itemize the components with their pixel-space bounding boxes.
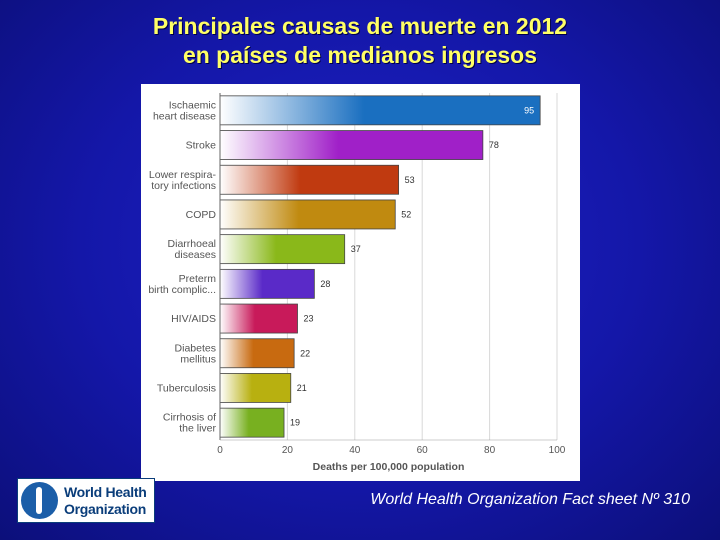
- category-label: Stroke: [186, 140, 217, 152]
- category-label: Preterm: [179, 273, 217, 285]
- category-label: HIV/AIDS: [171, 313, 216, 325]
- x-tick-label: 40: [349, 445, 361, 456]
- source-citation: World Health Organization Fact sheet Nº …: [370, 491, 690, 508]
- title-line-1: Principales causas de muerte en 2012: [152, 13, 568, 39]
- category-label: Cirrhosis of: [163, 412, 216, 424]
- category-label: birth complic...: [148, 284, 216, 296]
- data-label: 21: [297, 383, 307, 393]
- bar: [219, 234, 346, 265]
- category-label: heart disease: [153, 110, 216, 122]
- x-tick-label: 60: [417, 445, 429, 456]
- bar: [219, 303, 298, 334]
- page-title: Principales causas de muerte en 2012 en …: [0, 12, 720, 70]
- data-label: 52: [401, 209, 411, 219]
- x-axis-title: Deaths per 100,000 population: [313, 461, 465, 473]
- x-tick-label: 0: [217, 445, 223, 456]
- category-label: Diabetes: [175, 342, 216, 354]
- x-tick-label: 100: [549, 445, 566, 456]
- who-logo: World Health Organization: [17, 478, 155, 523]
- title-line-2: en países de medianos ingresos: [182, 42, 538, 68]
- category-label: Diarrhoeal: [168, 238, 216, 250]
- bar: [219, 95, 541, 126]
- bar: [219, 407, 285, 438]
- data-label: 28: [320, 279, 330, 289]
- data-label: 78: [489, 140, 499, 150]
- data-label: 95: [524, 105, 534, 115]
- bar: [219, 164, 400, 195]
- data-label: 37: [351, 244, 361, 254]
- chart-panel: 95 Ischaemic heart disease 78 Stroke 53 Lower …: [141, 84, 580, 481]
- data-label: 19: [290, 418, 300, 428]
- category-label: COPD: [186, 209, 217, 221]
- bar: [219, 338, 295, 369]
- bar: [219, 199, 396, 230]
- data-label: 53: [405, 175, 415, 185]
- logo-line-2: Organization: [64, 501, 146, 517]
- bar: [219, 130, 484, 160]
- data-label: 23: [304, 314, 314, 324]
- category-label: the liver: [179, 423, 216, 435]
- category-label: Ischaemic: [169, 99, 216, 111]
- who-emblem-icon: [21, 482, 58, 519]
- bar: [219, 373, 292, 403]
- logo-line-1: World Health: [64, 484, 147, 500]
- category-label: mellitus: [180, 353, 216, 365]
- who-logo-text: World Health Organization: [64, 484, 147, 518]
- category-label: diseases: [175, 249, 216, 261]
- x-tick-label: 80: [484, 445, 496, 456]
- data-label: 22: [300, 348, 310, 358]
- bar: [219, 268, 315, 299]
- category-label: Lower respira-: [149, 169, 217, 181]
- x-tick-label: 20: [282, 445, 294, 456]
- category-label: Tuberculosis: [157, 382, 216, 394]
- category-label: tory infections: [151, 180, 216, 192]
